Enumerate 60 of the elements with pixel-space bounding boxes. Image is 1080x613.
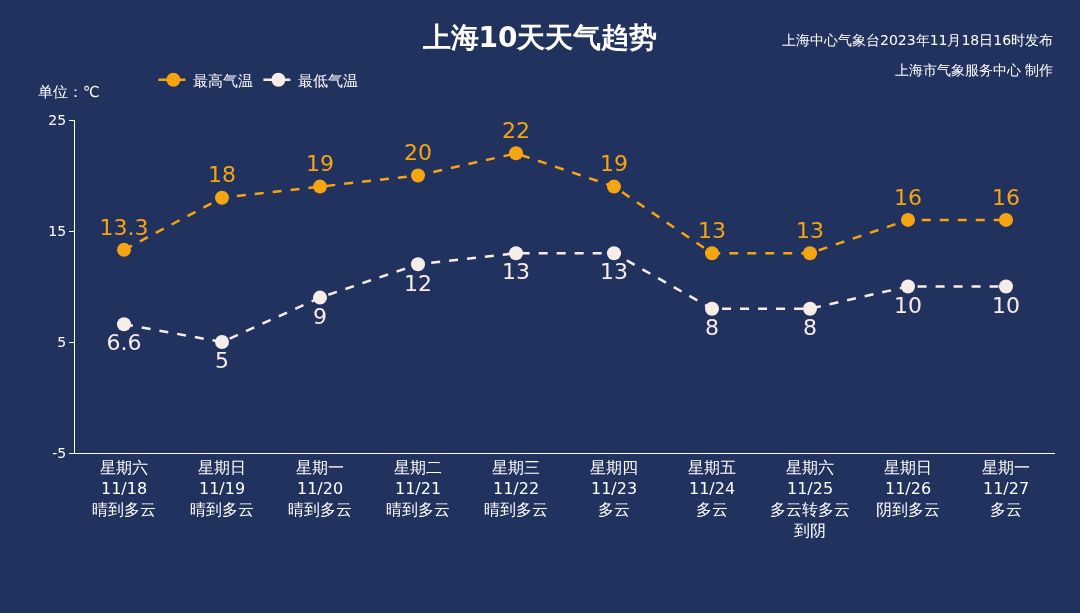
data-label: 12	[404, 270, 432, 296]
point	[215, 190, 229, 205]
point	[411, 257, 425, 272]
x-tick-label: 星期六 11/25 多云转多云到阴	[770, 458, 850, 540]
x-tick-label: 星期二 11/21 晴到多云	[386, 458, 450, 519]
point	[607, 179, 621, 194]
x-tick-label: 星期一 11/27 多云	[982, 458, 1030, 519]
x-tick-label: 星期日 11/19 晴到多云	[190, 458, 254, 519]
data-label: 5	[215, 348, 229, 374]
data-label: 18	[208, 162, 236, 188]
point	[313, 290, 327, 305]
point	[999, 212, 1013, 227]
data-label: 8	[705, 314, 719, 340]
data-label: 16	[992, 184, 1020, 210]
x-tick-label: 星期日 11/26 阴到多云	[876, 458, 940, 519]
point	[117, 242, 131, 257]
data-label: 19	[600, 151, 628, 177]
data-label: 10	[992, 292, 1020, 318]
point	[117, 317, 131, 332]
data-label: 8	[803, 314, 817, 340]
data-label: 22	[502, 118, 530, 144]
data-label: 20	[404, 140, 432, 166]
data-label: 19	[306, 151, 334, 177]
data-label: 13	[600, 259, 628, 285]
data-label: 13	[502, 259, 530, 285]
point	[509, 146, 523, 161]
point	[509, 246, 523, 261]
x-tick-label: 星期四 11/23 多云	[590, 458, 638, 519]
legend-label: 最高气温	[193, 71, 254, 90]
data-label: 13.3	[99, 214, 149, 240]
point	[215, 335, 229, 349]
y-tick-label: -5	[52, 444, 67, 461]
x-tick-label: 星期一 11/20 晴到多云	[288, 458, 352, 519]
text: 上海市气象服务中心 制作	[895, 62, 1054, 78]
point	[999, 279, 1013, 294]
point	[705, 246, 719, 261]
point	[901, 212, 915, 227]
x-tick-label: 星期六 11/18 晴到多云	[92, 458, 156, 519]
data-label: 6.6	[106, 330, 142, 356]
x-tick-label: 星期五 11/24 多云	[688, 458, 736, 519]
y-axis-title: 单位：℃	[38, 83, 100, 101]
point	[313, 179, 327, 194]
data-label: 10	[894, 292, 922, 318]
point	[803, 301, 817, 316]
point	[607, 246, 621, 261]
legend-label: 最低气温	[298, 71, 359, 90]
data-label: 9	[313, 303, 327, 329]
y-tick-label: 5	[57, 333, 67, 350]
point	[803, 246, 817, 261]
x-tick-label: 星期三 11/22 晴到多云	[484, 458, 548, 519]
point	[901, 279, 915, 294]
point	[411, 168, 425, 183]
chart-title: 上海10天天气趋势	[421, 21, 658, 55]
point	[705, 301, 719, 316]
text: 上海中心气象台2023年11月18日16时发布	[782, 32, 1054, 48]
data-label: 16	[894, 184, 922, 210]
y-tick-label: 25	[48, 111, 67, 128]
y-tick-label: 15	[48, 222, 67, 239]
data-label: 13	[796, 217, 824, 243]
data-label: 13	[698, 217, 726, 243]
